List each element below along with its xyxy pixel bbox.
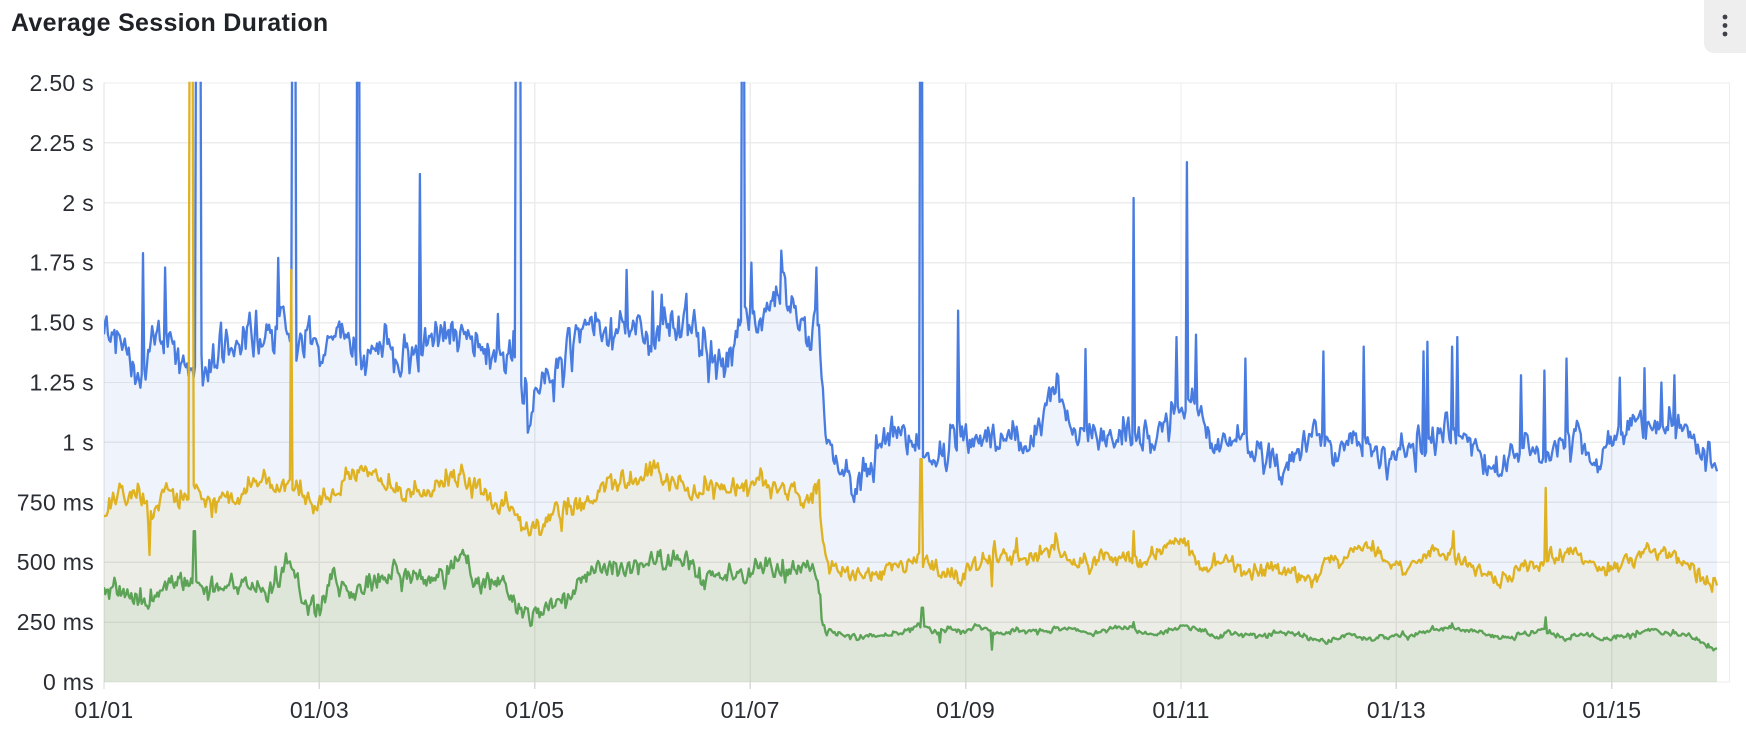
svg-text:0 ms: 0 ms xyxy=(43,669,94,695)
svg-text:1.50 s: 1.50 s xyxy=(30,310,94,336)
svg-text:01/13: 01/13 xyxy=(1367,697,1426,723)
svg-text:01/07: 01/07 xyxy=(721,697,780,723)
svg-text:250 ms: 250 ms xyxy=(17,609,94,635)
svg-text:01/11: 01/11 xyxy=(1152,697,1209,723)
svg-text:1 s: 1 s xyxy=(62,429,94,455)
svg-text:01/03: 01/03 xyxy=(290,697,349,723)
svg-text:01/01: 01/01 xyxy=(74,697,133,723)
svg-text:500 ms: 500 ms xyxy=(17,549,94,575)
svg-text:750 ms: 750 ms xyxy=(17,489,94,515)
svg-text:2 s: 2 s xyxy=(62,190,94,216)
svg-text:1.75 s: 1.75 s xyxy=(30,250,94,276)
svg-text:Average Session Duration: Average Session Duration xyxy=(11,9,328,37)
svg-text:01/05: 01/05 xyxy=(505,697,564,723)
svg-text:01/09: 01/09 xyxy=(936,697,995,723)
svg-text:01/15: 01/15 xyxy=(1582,697,1641,723)
svg-text:2.25 s: 2.25 s xyxy=(30,130,94,156)
svg-text:2.50 s: 2.50 s xyxy=(30,70,94,96)
svg-text:1.25 s: 1.25 s xyxy=(30,370,94,396)
